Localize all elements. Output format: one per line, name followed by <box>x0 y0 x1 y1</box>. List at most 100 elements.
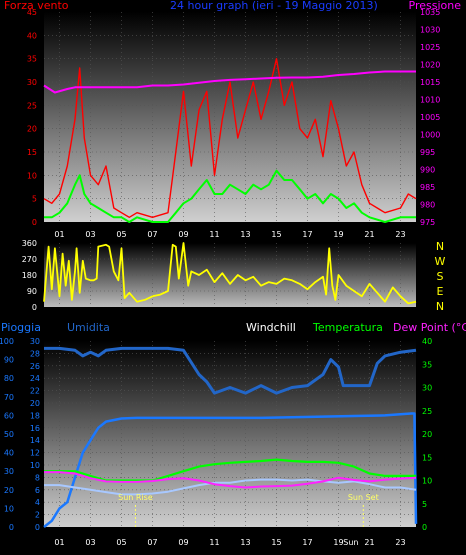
x-tick-label: 15 <box>271 230 281 239</box>
y-tick-label: 30 <box>30 337 40 346</box>
y-tick-label: 90 <box>27 287 37 296</box>
y2-tick-label: 30 <box>422 384 432 393</box>
temperature-plot-area <box>44 341 416 527</box>
x-tick-label: 17 <box>302 230 312 239</box>
x-tick-label: 23 <box>395 230 405 239</box>
y-tick-label: 270 <box>22 255 37 264</box>
gust-line <box>43 58 417 219</box>
x-tick-label: 15 <box>271 538 281 547</box>
humidity-tick-label: 40 <box>4 449 14 458</box>
x-tick-label: 17 <box>302 538 312 547</box>
x-tick-label: 09 <box>178 230 188 239</box>
y-tick-label: 15 <box>27 148 37 157</box>
y-tick-label: 35 <box>27 55 37 64</box>
y2-tick-label: 5 <box>422 500 427 509</box>
dewpoint-line <box>44 471 417 489</box>
x-tick-label: 01 <box>54 230 64 239</box>
wind-series <box>43 58 417 223</box>
temperature-gridlines <box>44 341 416 527</box>
y2-tick-label: 1015 <box>420 78 440 87</box>
wind-speed-line <box>44 169 416 223</box>
humidity-tick-label: 60 <box>4 411 14 420</box>
sun-marker-label: Sun Set <box>348 493 379 502</box>
compass-label: E <box>437 285 444 298</box>
humidity-tick-label: 70 <box>4 393 14 402</box>
compass-label: W <box>435 255 446 268</box>
y2-tick-label: 995 <box>420 148 435 157</box>
y-tick-label: 20 <box>30 399 40 408</box>
y-tick-label: 22 <box>30 387 40 396</box>
y-tick-label: 0 <box>32 218 37 227</box>
y-tick-label: 14 <box>30 436 40 445</box>
y-tick-label: 40 <box>27 31 37 40</box>
y2-tick-label: 1030 <box>420 26 440 35</box>
temperature-x-axis: 01 03 05 07 09 11 13 15 17 19 21 23 Sun <box>54 538 405 547</box>
compass-label: N <box>436 300 444 313</box>
y-tick-label: 20 <box>27 125 37 134</box>
humidity-axis-label: Umidita <box>67 321 110 334</box>
x-tick-label: 11 <box>209 538 219 547</box>
x-tick-label: 13 <box>240 538 250 547</box>
x-tick-label: 05 <box>116 230 126 239</box>
pressure-y-axis: 975 980 985 990 995 1000 1005 1010 1015 1020 1025 1… <box>420 8 440 227</box>
x-tick-label: 21 <box>364 230 374 239</box>
y-tick-label: 26 <box>30 362 40 371</box>
humidity-tick-label: 80 <box>4 374 14 383</box>
pressure-axis-label: Pressione <box>409 0 462 12</box>
y2-tick-label: 1005 <box>420 113 440 122</box>
y-tick-label: 12 <box>30 449 40 458</box>
y2-tick-label: 0 <box>422 523 427 532</box>
y-tick-label: 180 <box>22 271 37 280</box>
x-tick-label: 01 <box>54 538 64 547</box>
humidity-tick-label: 20 <box>4 486 14 495</box>
x-tick-label: 19 <box>333 538 343 547</box>
y-tick-label: 360 <box>22 239 37 248</box>
y-tick-label: 0 <box>32 303 37 312</box>
direction-plot-area <box>44 243 416 307</box>
humidity-tick-label: 100 <box>0 337 14 346</box>
y2-tick-label: 1035 <box>420 8 440 17</box>
sun-markers: Sun Rise Sun Set <box>118 493 379 527</box>
temperature-series <box>43 346 418 528</box>
wind-axis-label: Forza vento <box>4 0 69 12</box>
y-tick-label: 45 <box>27 8 37 17</box>
y2-tick-label: 10 <box>422 477 432 486</box>
y2-tick-label: 1010 <box>420 96 440 105</box>
wind-plot-area <box>44 12 416 222</box>
windchill-legend: Windchill <box>246 321 296 334</box>
y2-tick-label: 975 <box>420 218 435 227</box>
windchill-line <box>44 478 417 496</box>
dewpoint-legend: Dew Point (°C) <box>393 321 466 334</box>
compass-label: N <box>436 240 444 253</box>
y-tick-label: 4 <box>35 498 40 507</box>
rain-line <box>43 412 418 528</box>
x-tick-label: 03 <box>85 230 95 239</box>
y-tick-label: 8 <box>35 473 40 482</box>
direction-y-axis: 0 90 180 270 360 <box>22 239 37 312</box>
y-tick-label: 28 <box>30 349 40 358</box>
y-tick-label: 24 <box>30 374 40 383</box>
pressure-line <box>43 70 416 94</box>
y-tick-label: 25 <box>27 101 37 110</box>
wind-y-axis: 0 5 10 15 20 25 30 35 40 45 <box>27 8 37 227</box>
humidity-tick-label: 10 <box>4 504 14 513</box>
y2-tick-label: 990 <box>420 166 435 175</box>
y-tick-label: 10 <box>30 461 40 470</box>
y2-tick-label: 1020 <box>420 61 440 70</box>
x-tick-label: 23 <box>395 538 405 547</box>
direction-series <box>43 242 417 305</box>
wind-x-axis: 01 03 05 07 09 11 13 15 17 19 21 23 <box>54 230 405 239</box>
y2-tick-label: 35 <box>422 360 432 369</box>
temperature-legend: Temperatura <box>312 321 383 334</box>
y-tick-label: 16 <box>30 424 40 433</box>
x-tick-label: 19 <box>333 230 343 239</box>
y2-tick-label: 1025 <box>420 43 440 52</box>
x-tick-label: 13 <box>240 230 250 239</box>
y2-tick-label: 1000 <box>420 131 440 140</box>
x-tick-label: 21 <box>364 538 374 547</box>
compass-label: S <box>437 270 444 283</box>
y-tick-label: 10 <box>27 171 37 180</box>
y-tick-label: 2 <box>35 511 40 520</box>
